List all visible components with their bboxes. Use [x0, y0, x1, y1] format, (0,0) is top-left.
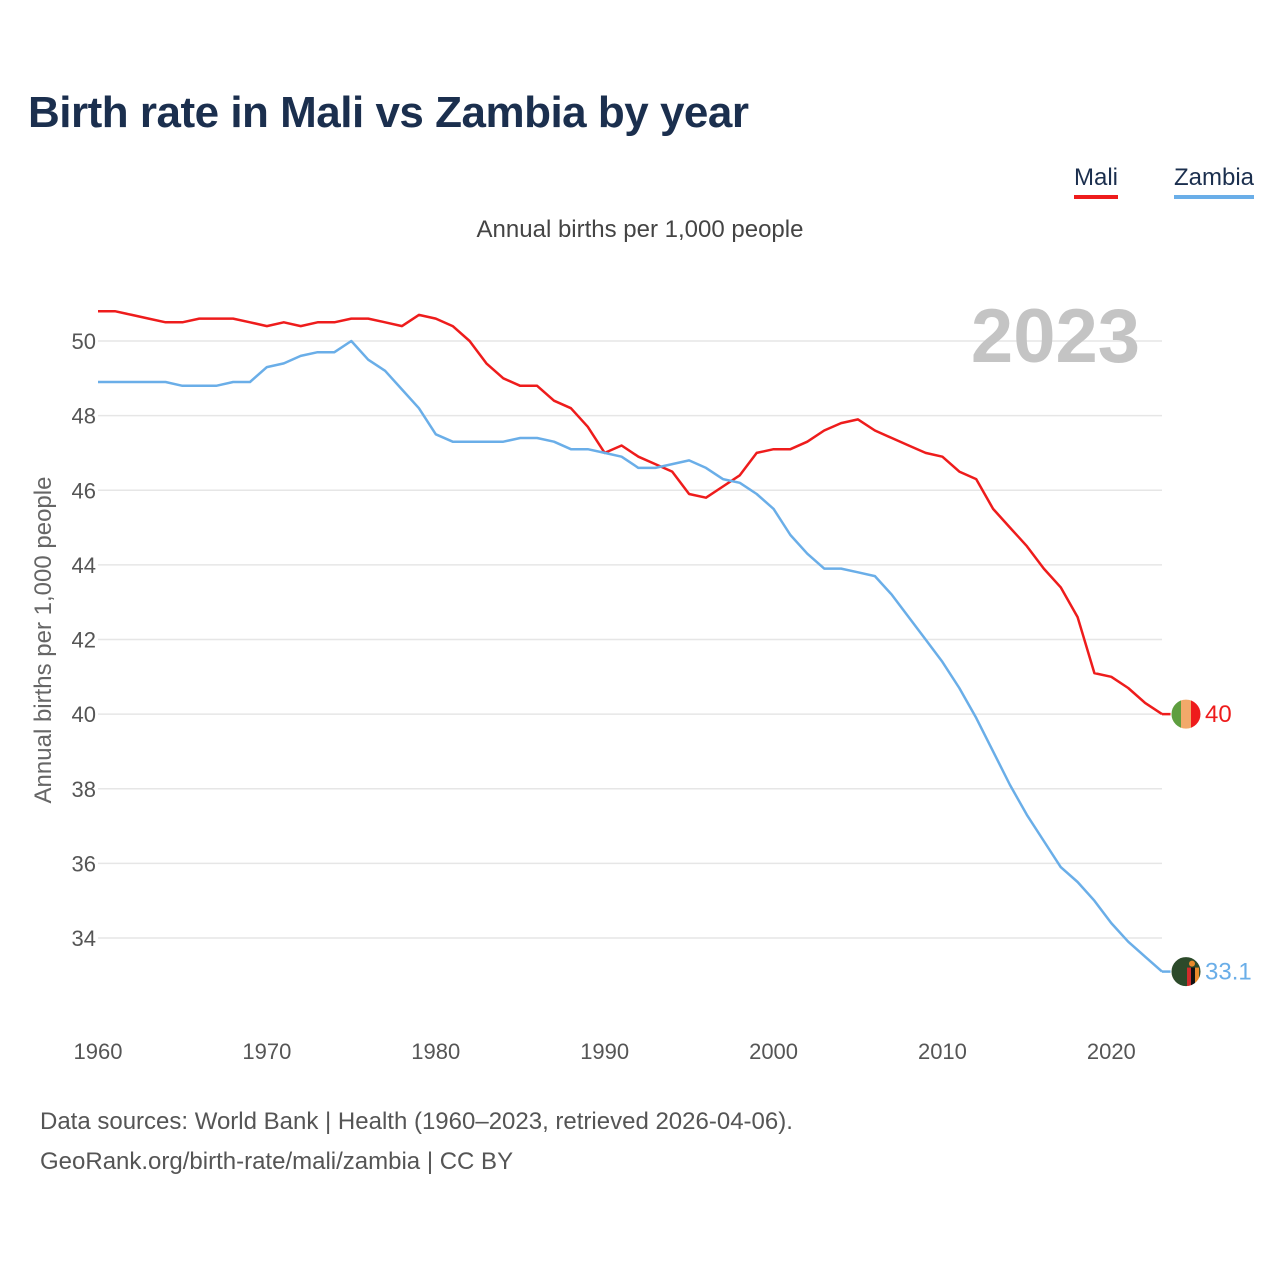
- footer-credit: GeoRank.org/birth-rate/mali/zambia | CC …: [40, 1148, 514, 1175]
- y-tick-label: 46: [72, 478, 96, 503]
- y-axis-title: Annual births per 1,000 people: [30, 477, 57, 804]
- line-chart: 2023 34 36 38 40 42 44 46 48 50 1960 1970 1980 1990 2…: [30, 294, 1252, 1064]
- y-tick-label: 50: [72, 329, 96, 354]
- y-tick-label: 42: [72, 628, 96, 653]
- x-tick-label: 1990: [580, 1039, 629, 1064]
- chart-subtitle: Annual births per 1,000 people: [476, 216, 804, 243]
- legend-item-mali[interactable]: Mali: [1073, 164, 1118, 199]
- y-tick-label: 38: [72, 777, 96, 802]
- y-tick-label: 40: [72, 702, 96, 727]
- series-line-mali[interactable]: [98, 309, 1163, 716]
- y-tick-label: 36: [72, 851, 96, 876]
- y-tick-label: 34: [72, 926, 96, 951]
- series-line-zambia[interactable]: [98, 339, 1163, 973]
- footer-source: Data sources: World Bank | Health (1960–…: [40, 1108, 793, 1135]
- x-tick-label: 1970: [242, 1039, 291, 1064]
- series-lines: [98, 309, 1174, 973]
- end-value-label-zambia: 33.1: [1205, 959, 1252, 986]
- x-tick-label: 1980: [411, 1039, 460, 1064]
- axes: 34 36 38 40 42 44 46 48 50 1960 1970 1980 1990 2000 20…: [72, 329, 1136, 1064]
- y-tick-label: 44: [72, 553, 96, 578]
- zambia-flag-icon: [1171, 956, 1201, 987]
- x-tick-label: 2020: [1087, 1039, 1136, 1064]
- y-tick-label: 48: [72, 404, 96, 429]
- chart-title: Birth rate in Mali vs Zambia by year: [28, 88, 749, 137]
- x-tick-label: 2010: [918, 1039, 967, 1064]
- x-tick-label: 1960: [74, 1039, 123, 1064]
- grid-lines: [98, 340, 1162, 939]
- end-markers: 40 33.1: [1170, 698, 1252, 988]
- end-value-label-mali: 40: [1205, 701, 1232, 728]
- legend-item-zambia[interactable]: Zambia: [1173, 164, 1254, 199]
- year-watermark: 2023: [971, 294, 1140, 379]
- x-tick-label: 2000: [749, 1039, 798, 1064]
- mali-flag-icon: [1171, 699, 1201, 730]
